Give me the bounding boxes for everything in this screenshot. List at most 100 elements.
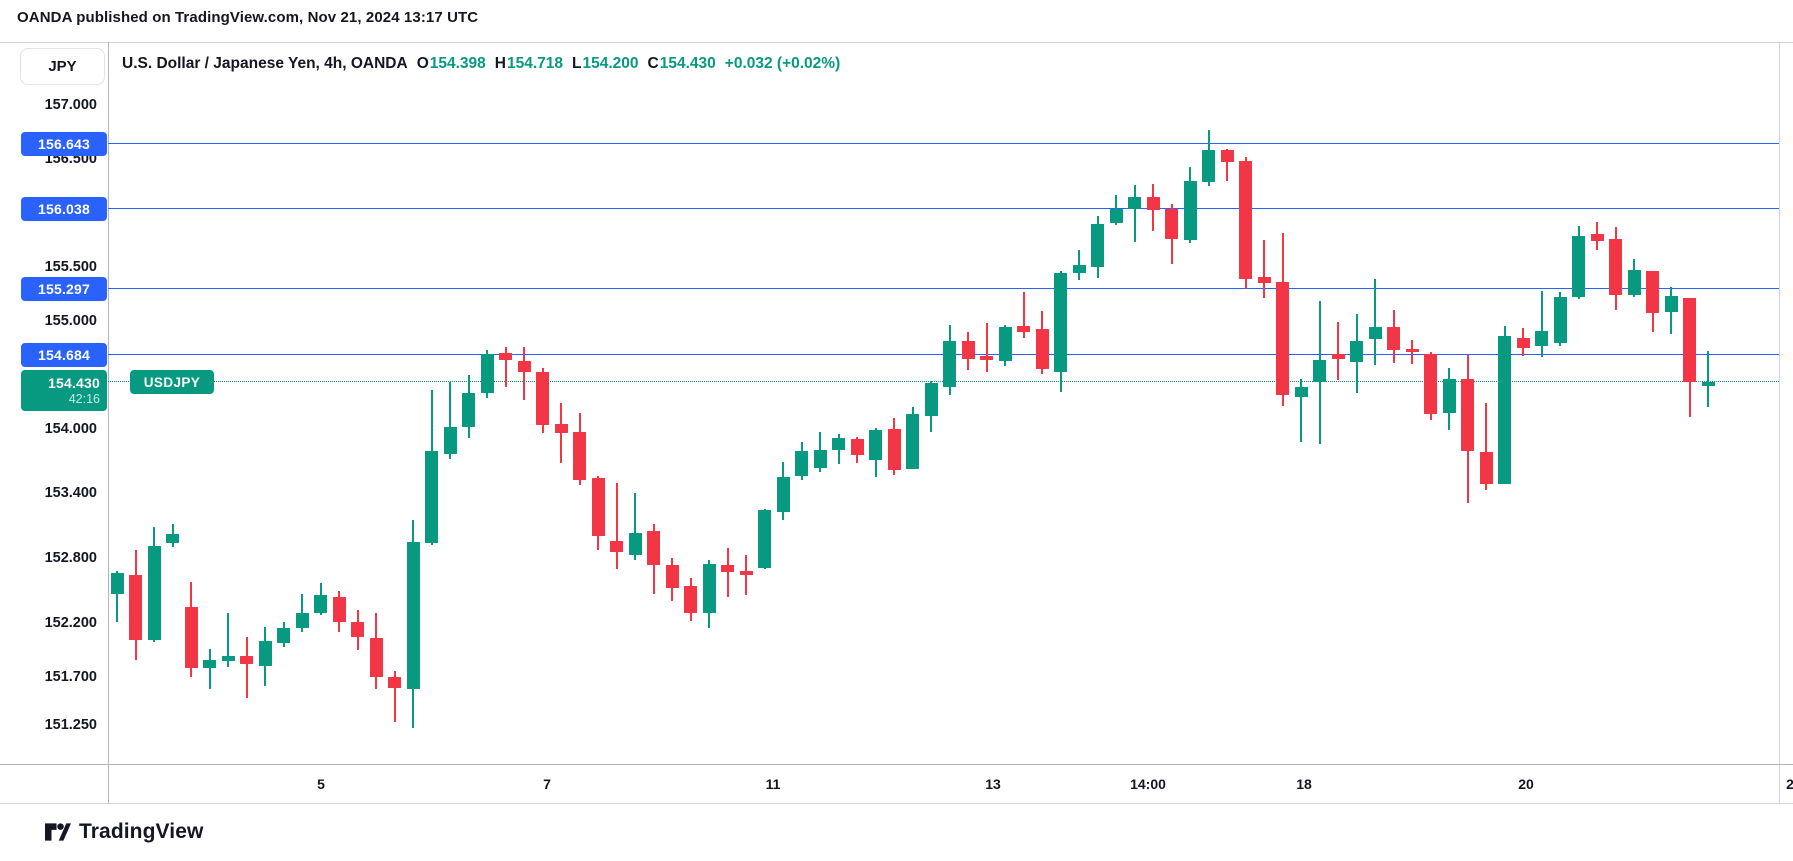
candle-body xyxy=(1609,238,1622,295)
candle-body xyxy=(1313,359,1326,383)
candle-body xyxy=(628,533,642,555)
candle-body xyxy=(1294,386,1308,398)
candle-body xyxy=(1498,335,1511,484)
y-axis-label: 152.800 xyxy=(44,550,97,567)
candle-body xyxy=(517,360,531,372)
candle-body xyxy=(1368,327,1382,340)
candle-body xyxy=(1479,452,1493,484)
candle-body xyxy=(1424,354,1437,414)
price-level-badge: 155.297 xyxy=(21,276,107,301)
candle-body xyxy=(610,540,623,552)
price-level-line xyxy=(108,288,1779,290)
candle-body xyxy=(406,541,420,689)
candle-wick xyxy=(726,548,729,598)
price-level-line xyxy=(108,208,1779,210)
price-axis-separator xyxy=(108,42,109,803)
candle-wick xyxy=(615,482,618,569)
candle-body xyxy=(536,371,549,426)
time-axis-label: 14:00 xyxy=(1130,776,1166,792)
candle-body xyxy=(1257,276,1271,284)
candle-body xyxy=(1017,326,1030,332)
candle-body xyxy=(1572,235,1585,298)
candle-body xyxy=(1239,161,1252,279)
candle-body xyxy=(1664,295,1678,313)
candle-wick xyxy=(1263,239,1265,299)
candle-body xyxy=(332,597,346,622)
candle-body xyxy=(1146,196,1160,210)
candle-wick xyxy=(227,613,229,668)
price-level-badge: 154.684 xyxy=(21,342,107,367)
candle-body xyxy=(961,341,975,359)
candle-body xyxy=(832,438,845,451)
candle-body xyxy=(1331,354,1345,359)
candle-body xyxy=(1202,150,1215,182)
candle-body xyxy=(647,531,660,565)
ohlc-high: H 154.718 xyxy=(494,55,564,72)
plot-right-border xyxy=(1779,42,1780,803)
y-axis-label: 155.000 xyxy=(44,312,97,329)
time-axis-label: 20 xyxy=(1518,776,1534,792)
y-axis-label: 155.500 xyxy=(44,258,97,275)
tradingview-logo[interactable]: TradingView xyxy=(45,820,203,844)
time-axis-bottom-border xyxy=(0,803,1793,804)
candle-body xyxy=(1516,338,1530,348)
widget-top-border xyxy=(0,42,1793,43)
price-level-badge: 156.643 xyxy=(21,131,107,156)
candle-wick xyxy=(1078,249,1080,280)
candle-wick xyxy=(1374,278,1376,366)
candle-body xyxy=(684,586,697,614)
ohlc-open: O 154.398 xyxy=(416,55,486,72)
candle-wick xyxy=(523,346,525,400)
candle-body xyxy=(1072,264,1086,274)
candle-body xyxy=(240,656,253,664)
candle-body xyxy=(1183,180,1197,240)
time-axis-label: 18 xyxy=(1296,776,1312,792)
candle-body xyxy=(1461,379,1474,452)
y-axis-label: 157.000 xyxy=(44,97,97,113)
candle-wick xyxy=(208,648,211,689)
candle-body xyxy=(462,393,475,427)
candle-body xyxy=(295,613,309,629)
candle-body xyxy=(1553,297,1567,344)
y-axis-label: 153.400 xyxy=(44,485,97,502)
candle-body xyxy=(1442,379,1456,413)
candle-body xyxy=(166,534,179,544)
candle-body xyxy=(850,439,864,455)
candle-body xyxy=(147,546,161,641)
candle-body xyxy=(591,478,605,536)
time-axis-label: 5 xyxy=(317,776,325,792)
candle-body xyxy=(1387,327,1400,350)
candle-body xyxy=(1091,223,1104,267)
candle-body xyxy=(702,563,716,614)
time-axis-label: 13 xyxy=(985,776,1001,792)
ohlc-low: L 154.200 xyxy=(572,55,639,72)
bar-countdown: 42:16 xyxy=(68,392,100,407)
candle-body xyxy=(1220,150,1234,163)
candle-body xyxy=(1276,281,1289,396)
candle-wick xyxy=(1133,184,1136,243)
symbol-title: U.S. Dollar / Japanese Yen, 4h, OANDA xyxy=(122,55,408,72)
candle-wick xyxy=(393,671,396,723)
candle-body xyxy=(758,509,771,568)
tradingview-logo-text: TradingView xyxy=(79,820,204,843)
tradingview-logo-icon xyxy=(45,823,71,841)
candle-body xyxy=(129,575,142,641)
candle-wick xyxy=(634,493,636,561)
candle-body xyxy=(739,571,753,576)
price-change: +0.032 (+0.02%) xyxy=(724,55,841,72)
candle-body xyxy=(369,638,383,677)
ohlc-close: C 154.430 xyxy=(647,55,716,72)
candle-body xyxy=(1128,196,1141,209)
candle-body xyxy=(221,656,235,661)
candle-body xyxy=(351,621,364,637)
candle-wick xyxy=(1485,402,1487,491)
currency-badge[interactable]: JPY xyxy=(20,48,105,85)
candle-body xyxy=(388,676,401,688)
symbol-price-tag: USDJPY xyxy=(130,370,214,395)
candle-body xyxy=(943,341,956,387)
candle-wick xyxy=(1707,351,1709,408)
candle-body xyxy=(425,451,438,544)
current-price-badge: 154.430 42:16 xyxy=(21,370,107,412)
published-attribution: OANDA published on TradingView.com, Nov … xyxy=(17,9,479,26)
